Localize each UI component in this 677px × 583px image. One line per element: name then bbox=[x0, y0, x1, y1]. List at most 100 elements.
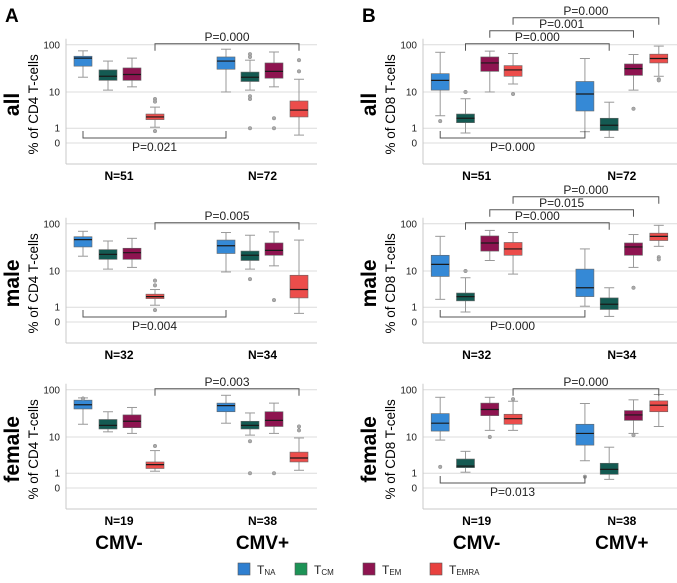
outlier-point bbox=[631, 285, 636, 290]
box-temra bbox=[649, 45, 669, 83]
y-tick-label: 100 bbox=[400, 40, 417, 51]
box-tem bbox=[480, 50, 500, 93]
box-temra bbox=[145, 443, 165, 472]
box-temra bbox=[649, 224, 669, 262]
box-iqr bbox=[264, 62, 284, 79]
outlier-point bbox=[247, 126, 253, 131]
box-tna bbox=[575, 403, 595, 479]
outlier-point bbox=[247, 277, 253, 282]
y-axis-label: % of CD8 T-cells bbox=[383, 54, 398, 155]
y-tick-label: 10 bbox=[406, 432, 418, 443]
outlier-point bbox=[152, 278, 158, 283]
outlier-point bbox=[152, 443, 158, 449]
y-axis-label: % of CD4 T-cells bbox=[26, 54, 41, 155]
box-tcm bbox=[456, 450, 475, 473]
n-label: N=72 bbox=[248, 169, 277, 183]
y-tick-label: 1 bbox=[411, 124, 417, 135]
box-iqr bbox=[430, 413, 450, 432]
y-tick-label: 0 bbox=[411, 318, 417, 329]
significance-bracket: P=0.000 bbox=[512, 4, 660, 25]
outlier-point bbox=[296, 58, 302, 63]
p-value-label: P=0.000 bbox=[563, 4, 608, 18]
box-iqr bbox=[216, 239, 236, 254]
y-tick-label: 10 bbox=[49, 432, 61, 443]
row-label: male bbox=[1, 259, 24, 307]
y-tick-label: 10 bbox=[406, 87, 418, 98]
significance-bracket: P=0.013 bbox=[439, 476, 586, 499]
bracket-line bbox=[154, 43, 300, 51]
legend-label: TEM bbox=[382, 563, 402, 577]
p-value-label: P=0.000 bbox=[490, 319, 535, 333]
legend-label: TNA bbox=[257, 563, 276, 577]
outlier-point bbox=[271, 126, 277, 131]
legend-swatch bbox=[362, 562, 376, 576]
outlier-point bbox=[296, 428, 302, 433]
y-tick-label: 100 bbox=[43, 219, 60, 230]
bracket-line bbox=[512, 17, 660, 25]
n-label: N=38 bbox=[607, 514, 636, 528]
y-tick-label: 1 bbox=[54, 303, 60, 314]
group-label: CMV+ bbox=[236, 533, 289, 554]
box-iqr bbox=[264, 242, 284, 256]
box-tcm bbox=[599, 446, 619, 480]
p-value-label: P=0.021 bbox=[132, 140, 177, 154]
significance-bracket: P=0.000 bbox=[465, 209, 610, 230]
box-iqr bbox=[122, 247, 142, 260]
significance-bracket: P=0.021 bbox=[82, 131, 227, 154]
box-tem bbox=[624, 53, 643, 111]
legend-label: TEMRA bbox=[449, 563, 480, 577]
p-value-label: P=0.000 bbox=[563, 183, 608, 197]
y-tick-label: 10 bbox=[49, 266, 61, 277]
n-label: N=32 bbox=[104, 348, 133, 362]
outlier-point bbox=[152, 283, 158, 288]
legend-label: TCM bbox=[314, 563, 334, 577]
n-label: N=32 bbox=[462, 348, 491, 362]
row-label: female bbox=[358, 416, 381, 483]
box-tna bbox=[430, 396, 450, 469]
box-tcm bbox=[456, 89, 475, 134]
box-tem bbox=[624, 234, 643, 290]
box-iqr bbox=[575, 268, 595, 297]
box-tna bbox=[430, 235, 450, 300]
box-tna bbox=[73, 230, 93, 257]
box-tem bbox=[624, 399, 643, 438]
box-iqr bbox=[289, 451, 309, 463]
box-tcm bbox=[98, 411, 118, 433]
outlier-point bbox=[656, 78, 661, 83]
box-iqr bbox=[456, 458, 475, 468]
group-label: CMV+ bbox=[595, 533, 648, 554]
outlier-point bbox=[511, 91, 516, 97]
n-label: N=72 bbox=[607, 169, 636, 183]
box-temra bbox=[289, 58, 309, 136]
outlier-point bbox=[631, 433, 636, 438]
significance-bracket: P=0.003 bbox=[154, 375, 300, 396]
significance-bracket: P=0.000 bbox=[512, 375, 660, 396]
bracket-line bbox=[439, 310, 586, 318]
y-tick-label: 100 bbox=[400, 385, 417, 396]
significance-bracket: P=0.004 bbox=[82, 310, 227, 333]
group-label: CMV- bbox=[453, 533, 501, 554]
box-tna bbox=[73, 396, 93, 425]
bracket-line bbox=[439, 131, 586, 139]
y-tick-label: 1 bbox=[54, 469, 60, 480]
legend-item-temra: TEMRA bbox=[429, 562, 480, 577]
box-tem bbox=[264, 51, 284, 131]
outlier-point bbox=[247, 96, 253, 102]
p-value-label: P=0.000 bbox=[515, 30, 560, 44]
n-label: N=19 bbox=[462, 514, 491, 528]
box-temra bbox=[503, 232, 523, 275]
row-label: all bbox=[358, 93, 381, 116]
outlier-point bbox=[438, 464, 443, 469]
significance-bracket: P=0.000 bbox=[439, 131, 586, 154]
outlier-point bbox=[152, 99, 158, 104]
y-tick-label: 0 bbox=[54, 318, 60, 329]
box-iqr bbox=[575, 423, 595, 446]
box-iqr bbox=[649, 400, 669, 413]
bracket-line bbox=[512, 388, 660, 396]
box-tna bbox=[575, 248, 595, 307]
y-tick-label: 0 bbox=[54, 484, 60, 495]
legend-item-tem: TEM bbox=[362, 562, 402, 577]
